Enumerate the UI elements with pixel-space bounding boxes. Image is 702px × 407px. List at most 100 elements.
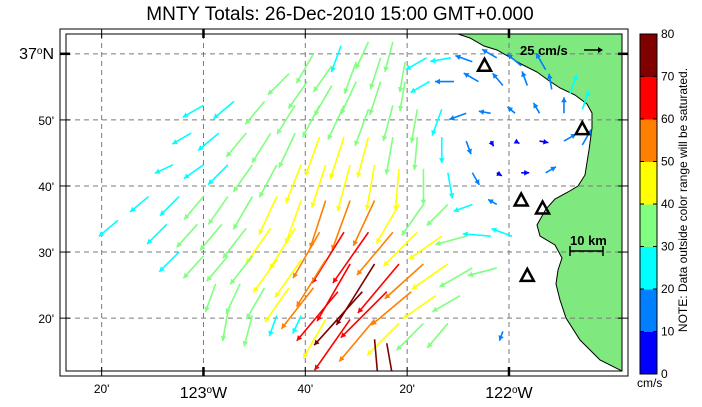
- current-vector: [449, 112, 467, 121]
- current-vector: [545, 166, 557, 174]
- current-vector: [295, 53, 315, 84]
- current-vector: [245, 287, 266, 320]
- current-vector: [312, 65, 333, 93]
- current-vector: [402, 295, 437, 320]
- current-vector: [222, 227, 247, 259]
- current-vector: [244, 100, 266, 125]
- current-vector: [366, 322, 400, 356]
- current-vector: [296, 291, 339, 342]
- current-vector: [356, 136, 370, 178]
- current-vector: [430, 57, 452, 64]
- current-vector: [292, 315, 302, 334]
- current-vector: [171, 132, 192, 145]
- current-vector: [395, 322, 424, 351]
- current-vector: [382, 231, 418, 267]
- current-vector: [183, 196, 205, 221]
- current-vector: [242, 315, 254, 347]
- radar-site-triangle-icon: [475, 56, 494, 72]
- current-vector: [204, 283, 217, 313]
- current-vector: [375, 204, 400, 244]
- current-vector: [384, 263, 424, 300]
- current-vector: [154, 164, 174, 175]
- current-vector: [487, 198, 498, 206]
- current-vector: [332, 231, 370, 284]
- colorbar: 0 10 20 30 40 50 60 70 80: [639, 27, 675, 381]
- colorbar-swatch: [640, 331, 657, 375]
- current-vector: [295, 259, 327, 308]
- current-vector: [368, 81, 382, 116]
- colorbar-swatch: [640, 289, 657, 332]
- current-vector: [547, 73, 553, 90]
- current-vector: [212, 100, 235, 120]
- current-vector: [455, 54, 473, 63]
- colorbar-tick-label: 60: [661, 112, 675, 126]
- lon-tick-label: 40': [297, 382, 313, 396]
- current-vector: [463, 72, 479, 83]
- colorbar-tick-label: 70: [661, 70, 675, 84]
- current-vector: [182, 255, 205, 279]
- current-vector: [276, 104, 296, 135]
- current-vector: [304, 136, 321, 176]
- colorbar-tick-label: 10: [661, 325, 675, 339]
- current-vector: [313, 318, 351, 371]
- current-vector: [410, 80, 430, 94]
- lon-tick-label: 122oW: [485, 385, 533, 403]
- current-vector: [229, 255, 253, 285]
- ocean: [66, 34, 622, 371]
- current-vector: [569, 74, 578, 94]
- current-vector: [408, 235, 443, 260]
- current-vector: [369, 57, 382, 90]
- current-vector: [285, 164, 302, 204]
- current-vector: [467, 267, 497, 278]
- colorbar-tick-label: 80: [661, 27, 675, 41]
- lat-tick-label: 40': [38, 180, 54, 194]
- current-vector: [384, 136, 394, 175]
- colorbar-tick-label: 0: [661, 367, 668, 381]
- map-title: MNTY Totals: 26-Dec-2010 15:00 GMT+0.000: [146, 4, 534, 25]
- current-vector: [98, 219, 119, 238]
- current-vector: [435, 235, 467, 246]
- current-vector: [264, 287, 290, 323]
- colorbar-tick-label: 30: [661, 240, 675, 254]
- current-vector: [561, 97, 567, 114]
- current-vector: [535, 52, 547, 71]
- current-vector: [159, 195, 180, 217]
- radar-site-triangle-icon: [533, 198, 552, 215]
- colorbar-note-wrap: NOTE: Data outside color range will be s…: [676, 68, 690, 332]
- current-vector: [462, 231, 491, 237]
- current-vector: [397, 61, 406, 93]
- scale-bar: 10 km: [569, 233, 607, 256]
- current-vector: [539, 138, 549, 145]
- colorbar-swatch: [640, 119, 657, 162]
- current-vector: [434, 78, 454, 85]
- colorbar-swatch: [640, 204, 657, 247]
- current-vector: [426, 203, 449, 227]
- radar-sites: [475, 56, 591, 283]
- coastline-land: [457, 34, 622, 371]
- current-vector: [199, 223, 223, 251]
- current-vector: [411, 263, 449, 290]
- current-vectors: [98, 41, 592, 371]
- lon-tick-label: 20': [399, 382, 415, 396]
- current-vector: [478, 109, 491, 115]
- current-vector: [313, 291, 363, 346]
- current-vector: [292, 231, 321, 279]
- current-vector: [207, 164, 229, 186]
- current-vector: [364, 164, 376, 211]
- current-vector: [327, 105, 345, 141]
- current-vector: [220, 311, 229, 342]
- lon-tick-label: 20': [94, 382, 110, 396]
- current-vector: [301, 104, 321, 138]
- current-vector: [330, 45, 342, 73]
- axis-ticks: 20' 123oW 40' 20' 122oW 37oN 50' 40' 30' 20': [19, 29, 628, 402]
- current-vector: [343, 61, 357, 94]
- current-vector: [280, 287, 315, 330]
- radar-site-triangle-icon: [512, 190, 530, 207]
- colorbar-tick-label: 40: [661, 197, 675, 211]
- colorbar-units: cm/s: [637, 376, 662, 390]
- map-frame-outer: [59, 28, 629, 377]
- current-vector: [207, 196, 229, 225]
- colorbar-swatch: [640, 161, 657, 205]
- lat-tick-label: 37oN: [19, 45, 54, 63]
